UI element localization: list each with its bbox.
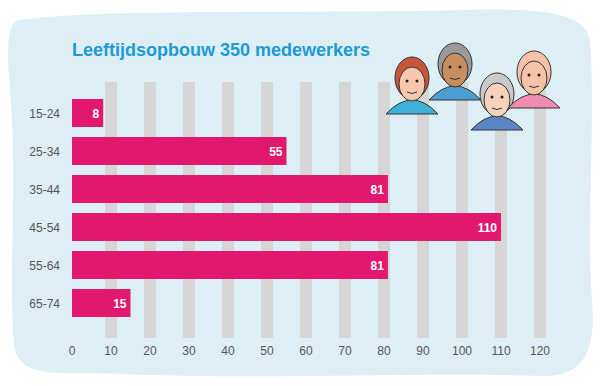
grid-stripe [339, 82, 351, 338]
person-mouth [450, 78, 460, 80]
person-mouth [492, 108, 502, 110]
person-body [429, 86, 481, 100]
grid-stripe [300, 82, 312, 338]
grid-stripe [417, 82, 429, 338]
category-label: 15-24 [29, 107, 60, 121]
person-face [399, 67, 425, 101]
grid [105, 82, 546, 338]
tick-label: 110 [491, 344, 510, 358]
bars [72, 99, 501, 317]
person-eye [501, 96, 504, 99]
grid-stripe [222, 82, 234, 338]
category-label: 65-74 [29, 297, 60, 311]
bar [72, 213, 501, 241]
bar [72, 289, 131, 317]
illustration [386, 43, 560, 130]
person-eye [491, 96, 494, 99]
person-face [521, 61, 547, 95]
tick-label: 120 [530, 344, 550, 358]
tick-label: 60 [299, 344, 313, 358]
tick-label: 100 [452, 344, 472, 358]
tick-label: 40 [221, 344, 235, 358]
data-label: 8 [93, 107, 100, 121]
grid-stripe [261, 82, 273, 338]
tick-label: 0 [69, 344, 76, 358]
tick-label: 50 [260, 344, 274, 358]
grid-stripe [144, 82, 156, 338]
tick-label: 90 [416, 344, 430, 358]
grid-stripe [183, 82, 195, 338]
title: Leeftijdsopbouw 350 medewerkers [72, 40, 370, 60]
person-eye [528, 74, 531, 77]
person-body [471, 116, 523, 130]
person-face [484, 83, 510, 117]
data-label: 81 [371, 259, 385, 273]
grid-stripe [456, 82, 468, 338]
category-label: 35-44 [29, 183, 60, 197]
bar [72, 251, 388, 279]
bar [72, 175, 388, 203]
grid-stripe [534, 82, 546, 338]
data-label: 110 [478, 221, 498, 235]
bar [72, 137, 287, 165]
person-body [508, 94, 560, 108]
tick-label: 80 [377, 344, 391, 358]
person-eye [416, 80, 419, 83]
person-face [442, 53, 468, 87]
background [8, 10, 593, 377]
person-eye [449, 66, 452, 69]
person-eye [459, 66, 462, 69]
data-label: 81 [371, 183, 385, 197]
tick-label: 20 [143, 344, 157, 358]
bar [72, 99, 103, 127]
tick-label: 10 [104, 344, 118, 358]
person-mouth [529, 86, 539, 88]
tick-label: 30 [182, 344, 196, 358]
category-label: 55-64 [29, 259, 60, 273]
person-body [386, 100, 438, 114]
data-label: 55 [269, 145, 283, 159]
person-eye [538, 74, 541, 77]
person-mouth [407, 92, 417, 94]
labels: 8 15-24 55 25-34 81 35-44 110 45-54 81 55-64 15 65-… [29, 107, 497, 311]
tick-label: 70 [338, 344, 352, 358]
category-label: 45-54 [29, 221, 60, 235]
data-label: 15 [113, 297, 127, 311]
chart: 0 10 20 30 40 50 60 70 80 90 100 110 120 8 15-24 55 25-3… [0, 0, 600, 386]
category-label: 25-34 [29, 145, 60, 159]
grid-stripe [378, 82, 390, 338]
person-eye [406, 80, 409, 83]
